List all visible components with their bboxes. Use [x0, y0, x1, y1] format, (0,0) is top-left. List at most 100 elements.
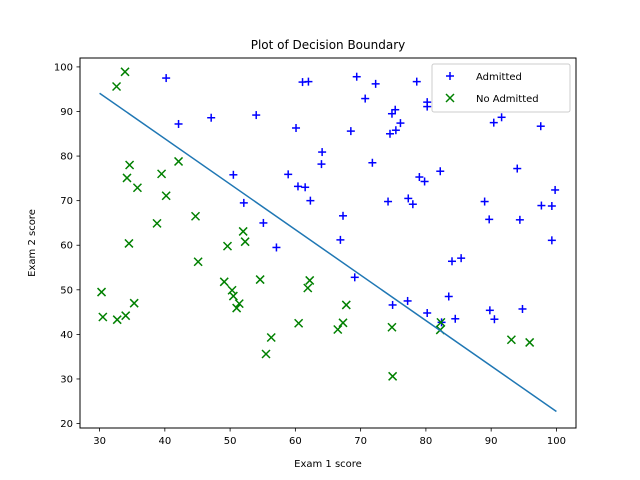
data-point — [403, 296, 412, 305]
data-point — [384, 197, 393, 206]
data-point — [408, 200, 417, 209]
y-tick-label: 20 — [60, 419, 73, 430]
y-tick-label: 90 — [60, 107, 73, 118]
data-point — [234, 299, 244, 309]
data-point — [339, 211, 348, 220]
data-point — [301, 183, 310, 192]
data-point — [255, 275, 265, 285]
plot-area — [97, 67, 560, 413]
data-point — [232, 303, 242, 313]
data-point — [518, 304, 527, 313]
data-point — [387, 322, 397, 332]
data-point — [125, 160, 135, 170]
data-point — [228, 291, 238, 301]
series-admitted — [162, 72, 560, 327]
data-point — [238, 226, 248, 236]
data-point — [261, 349, 271, 359]
x-tick-label: 50 — [224, 436, 237, 447]
data-point — [420, 177, 429, 186]
x-tick-label: 40 — [158, 436, 171, 447]
data-point — [497, 113, 506, 122]
data-point — [547, 202, 556, 210]
data-point — [161, 191, 171, 201]
data-point — [448, 257, 456, 266]
data-point — [490, 315, 499, 324]
data-point — [338, 318, 348, 328]
data-point — [350, 273, 359, 282]
y-axis-label: Exam 2 score — [27, 209, 38, 277]
data-point — [304, 77, 313, 86]
x-tick-label: 70 — [354, 436, 367, 447]
x-axis-label: Exam 1 score — [294, 459, 362, 470]
y-tick-label: 100 — [54, 62, 73, 73]
data-point — [536, 122, 545, 131]
axis-ticks: 30 40 50 60 70 80 90 100 20 30 40 50 60 70 80 90 100 — [54, 62, 566, 447]
data-point — [457, 254, 466, 263]
data-point — [129, 298, 139, 308]
chart-title: Plot of Decision Boundary — [251, 38, 406, 52]
data-point — [112, 81, 122, 92]
data-point — [112, 315, 122, 325]
data-point — [207, 113, 216, 122]
data-point — [190, 211, 201, 221]
data-point — [219, 277, 229, 287]
data-point — [525, 337, 535, 347]
y-tick-label: 60 — [60, 241, 73, 252]
data-point — [98, 312, 108, 322]
data-point — [368, 158, 377, 167]
data-point — [485, 215, 494, 224]
data-point — [412, 77, 421, 86]
data-point — [515, 215, 524, 224]
data-point — [284, 170, 293, 179]
data-point — [387, 109, 396, 118]
x-tick-label: 80 — [420, 436, 433, 447]
y-tick-label: 50 — [60, 285, 73, 296]
data-point — [124, 238, 134, 248]
legend-marker-admitted-glyph — [446, 72, 454, 80]
data-point — [122, 173, 132, 183]
data-point — [306, 196, 315, 205]
legend-label-admitted: Admitted — [476, 72, 522, 83]
y-tick-label: 40 — [60, 330, 73, 341]
data-point — [157, 169, 167, 179]
data-point — [222, 241, 233, 251]
data-point — [120, 67, 130, 77]
data-point — [239, 198, 248, 207]
data-point — [436, 167, 445, 176]
data-point — [423, 308, 432, 317]
data-point — [388, 371, 398, 381]
data-point — [333, 324, 343, 335]
decision-boundary-line — [99, 92, 557, 413]
data-point — [193, 257, 203, 267]
data-point — [174, 119, 183, 128]
data-point — [391, 105, 400, 114]
x-tick-label: 100 — [547, 436, 566, 447]
data-point — [341, 300, 351, 310]
data-point — [551, 185, 560, 194]
data-point — [229, 170, 238, 179]
legend-box — [431, 63, 571, 113]
legend-label-no-admitted: No Admitted — [476, 94, 539, 105]
data-point — [485, 306, 494, 315]
data-point — [386, 129, 394, 138]
axes-frame — [79, 57, 577, 429]
data-point — [404, 194, 413, 203]
x-tick-label: 60 — [289, 436, 302, 447]
data-point — [132, 183, 142, 193]
data-point — [513, 164, 522, 173]
y-tick-label: 70 — [60, 196, 73, 207]
data-point — [318, 148, 327, 157]
data-point — [361, 94, 370, 103]
data-point — [317, 160, 326, 169]
data-point — [303, 283, 313, 293]
data-point — [252, 111, 261, 120]
data-point — [537, 201, 546, 210]
x-tick-label: 30 — [93, 436, 106, 447]
data-point — [436, 317, 446, 327]
data-point — [272, 243, 281, 252]
data-point — [292, 123, 301, 132]
data-point — [266, 332, 276, 343]
data-point — [352, 72, 361, 81]
y-tick-label: 80 — [60, 152, 73, 163]
